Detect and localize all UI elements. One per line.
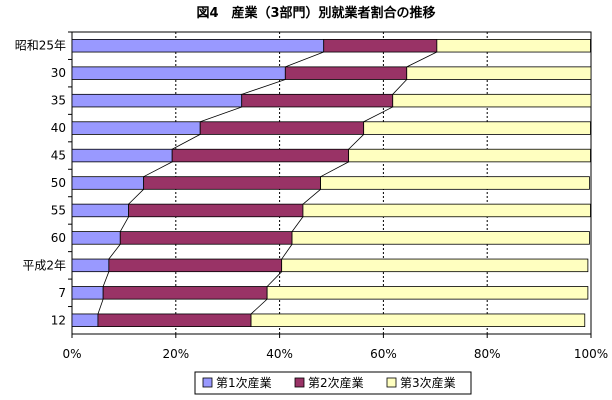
y-tick-label: 7 bbox=[58, 286, 66, 300]
bar-segment bbox=[266, 286, 589, 300]
bar-segment bbox=[71, 66, 286, 80]
bar-segment bbox=[71, 231, 121, 245]
legend: 第1次産業 第2次産業 第3次産業 bbox=[194, 371, 472, 395]
series-connector-line bbox=[241, 79, 286, 95]
y-tick-label: 12 bbox=[51, 313, 66, 327]
x-tick-label: 80% bbox=[474, 347, 501, 361]
bar-segment bbox=[71, 93, 243, 108]
bar-segment bbox=[348, 148, 591, 163]
series-connector-line bbox=[406, 51, 438, 68]
bar-segment bbox=[291, 231, 590, 245]
legend-swatch bbox=[294, 377, 305, 388]
y-tick-label: 30 bbox=[51, 66, 66, 80]
x-tick-label: 40% bbox=[266, 347, 293, 361]
bar-segment bbox=[108, 258, 283, 273]
series-connector-line bbox=[291, 216, 304, 232]
legend-label: 第1次産業 bbox=[216, 375, 272, 390]
series-connector-line bbox=[97, 299, 104, 315]
bar-segment bbox=[436, 39, 591, 53]
bar-segment bbox=[302, 203, 591, 218]
bar-segment bbox=[71, 286, 104, 300]
series-connector-line bbox=[392, 79, 408, 95]
legend-label: 第2次産業 bbox=[308, 375, 364, 390]
series-connector-line bbox=[171, 134, 201, 150]
y-tick-label: 60 bbox=[51, 231, 66, 245]
x-tick-label: 0% bbox=[62, 347, 81, 361]
legend-label: 第3次産業 bbox=[400, 375, 456, 390]
bar-segment bbox=[97, 313, 252, 327]
bar-segment bbox=[320, 176, 590, 190]
series-connector-line bbox=[143, 161, 173, 178]
y-tick-label: 40 bbox=[51, 121, 66, 135]
bar-segment bbox=[284, 66, 408, 80]
bar-segment bbox=[241, 93, 394, 108]
bar-segment bbox=[199, 121, 365, 135]
bar-segment bbox=[171, 148, 350, 163]
y-tick-label: 50 bbox=[51, 176, 66, 190]
y-tick-label: 55 bbox=[51, 203, 66, 217]
series-connector-line bbox=[363, 106, 393, 123]
bar-segment bbox=[119, 231, 293, 245]
bar-segment bbox=[71, 258, 110, 273]
bar-segment bbox=[71, 121, 201, 135]
bar-segment bbox=[392, 93, 592, 108]
chart-title: 図4 産業（3部門）別就業者割合の推移 bbox=[196, 5, 435, 21]
x-tick-label: 20% bbox=[162, 347, 189, 361]
series-connector-line bbox=[266, 271, 282, 287]
series-connector-line bbox=[348, 134, 364, 150]
x-tick-label: 100% bbox=[574, 347, 608, 361]
series-connector-line bbox=[320, 161, 349, 178]
bar-segment bbox=[363, 121, 591, 135]
y-tick-label: 平成2年 bbox=[22, 258, 66, 272]
bar-segment bbox=[128, 203, 304, 218]
bar-segment bbox=[71, 313, 99, 327]
series-connector-line bbox=[200, 106, 242, 123]
legend-box bbox=[194, 371, 472, 395]
series-connector-line bbox=[102, 271, 110, 287]
y-tick-label: 昭和25年 bbox=[15, 39, 66, 53]
series-connector-line bbox=[285, 51, 324, 68]
series-connector-line bbox=[281, 243, 293, 260]
bar-segment bbox=[406, 66, 592, 80]
legend-swatch bbox=[386, 377, 397, 388]
y-tick-label: 45 bbox=[51, 149, 66, 163]
bar-segment bbox=[71, 39, 325, 53]
bar-segment bbox=[71, 176, 145, 190]
series-connector-line bbox=[108, 243, 121, 260]
bar-segment bbox=[143, 176, 322, 190]
bar-segment bbox=[323, 39, 438, 53]
bar-segment bbox=[250, 313, 586, 327]
y-tick-label: 35 bbox=[51, 94, 66, 108]
plot-area: 0% 20% 40% 60% 80% 100% 昭和25年 30 35 40 45 50 55 60 平成2… bbox=[15, 31, 608, 361]
series-connector-line bbox=[302, 189, 321, 205]
series-connector-line bbox=[128, 189, 144, 205]
bar-segment bbox=[102, 286, 268, 300]
series-connector-line bbox=[119, 216, 129, 232]
legend-swatch bbox=[202, 377, 213, 388]
x-tick-label: 60% bbox=[370, 347, 397, 361]
bar-segment bbox=[281, 258, 589, 273]
bar-segment bbox=[71, 203, 129, 218]
bar-segment bbox=[71, 148, 173, 163]
series-connector-line bbox=[250, 298, 268, 315]
